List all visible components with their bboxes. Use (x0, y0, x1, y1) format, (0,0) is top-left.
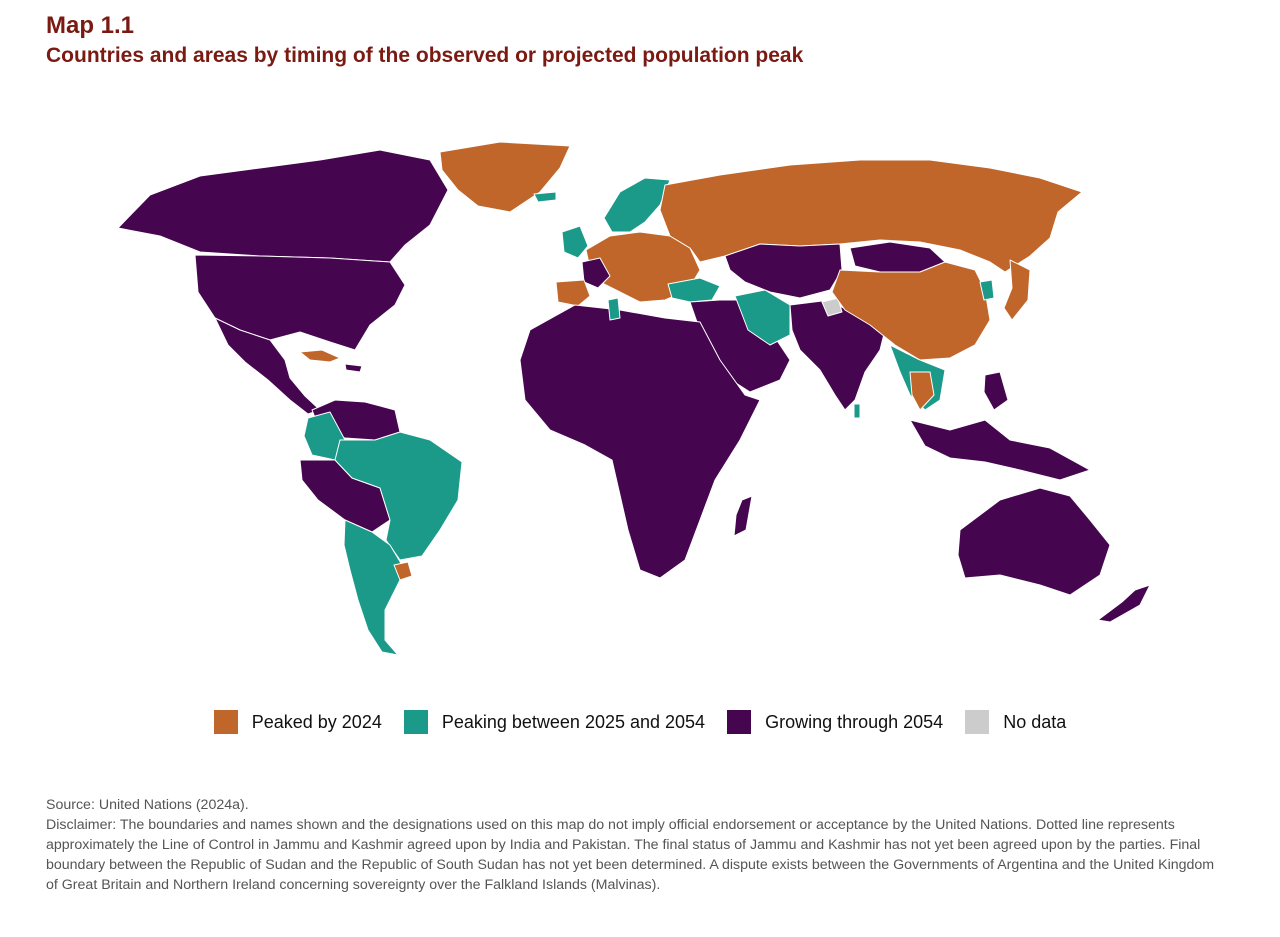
legend-label-peaking: Peaking between 2025 and 2054 (441, 711, 706, 732)
legend-swatch-peaking (403, 710, 428, 734)
world-map (30, 120, 1260, 680)
region-brazil (334, 431, 463, 561)
map-legend: Peaked by 2024 Peaking between 2025 and … (0, 710, 1280, 734)
region-iran (734, 289, 791, 346)
region-greenland (439, 141, 571, 213)
legend-label-growing: Growing through 2054 (765, 711, 944, 732)
region-turkey (667, 277, 721, 303)
region-madagascar (733, 495, 753, 537)
region-korea (979, 279, 995, 301)
region-thailand (909, 371, 935, 411)
legend-label-peaked: Peaked by 2024 (251, 711, 382, 732)
region-iceland (533, 191, 557, 203)
region-japan (1003, 259, 1031, 321)
region-canada (117, 149, 449, 263)
region-sri-lanka (853, 403, 861, 419)
footnotes: Source: United Nations (2024a). Disclaim… (46, 795, 1226, 895)
source-note: Source: United Nations (2024a). (46, 797, 249, 813)
region-iberia (555, 279, 591, 307)
region-tunisia (607, 297, 621, 321)
legend-swatch-peaked (213, 710, 238, 734)
legend-item-peaked: Peaked by 2024 (213, 710, 382, 734)
region-southern-cone (343, 519, 406, 656)
region-no-data (821, 297, 843, 317)
legend-item-growing: Growing through 2054 (727, 710, 943, 734)
region-australia (957, 487, 1111, 596)
title-block: Map 1.1 Countries and areas by timing of… (46, 12, 803, 70)
legend-label-no-data: No data (1003, 711, 1067, 732)
region-caribbean (299, 349, 341, 363)
legend-item-no-data: No data (965, 710, 1066, 734)
region-uruguay (393, 561, 413, 581)
region-caribbean-east (344, 363, 363, 373)
legend-item-peaking: Peaking between 2025 and 2054 (403, 710, 706, 734)
region-scandinavia (603, 177, 671, 233)
region-africa (519, 304, 761, 579)
region-france (581, 257, 611, 289)
legend-swatch-no-data (965, 710, 990, 734)
region-new-zealand (1097, 584, 1151, 623)
map-label: Map 1.1 (46, 12, 135, 39)
region-philippines (983, 371, 1009, 411)
region-china (831, 261, 991, 361)
legend-swatch-growing (727, 710, 752, 734)
region-maritime-southeast-asia (909, 419, 1091, 481)
map-title: Countries and areas by timing of the obs… (46, 44, 804, 67)
region-central-asia (724, 243, 843, 299)
disclaimer-note: Disclaimer: The boundaries and names sho… (46, 817, 1215, 893)
region-british-isles (561, 225, 589, 259)
